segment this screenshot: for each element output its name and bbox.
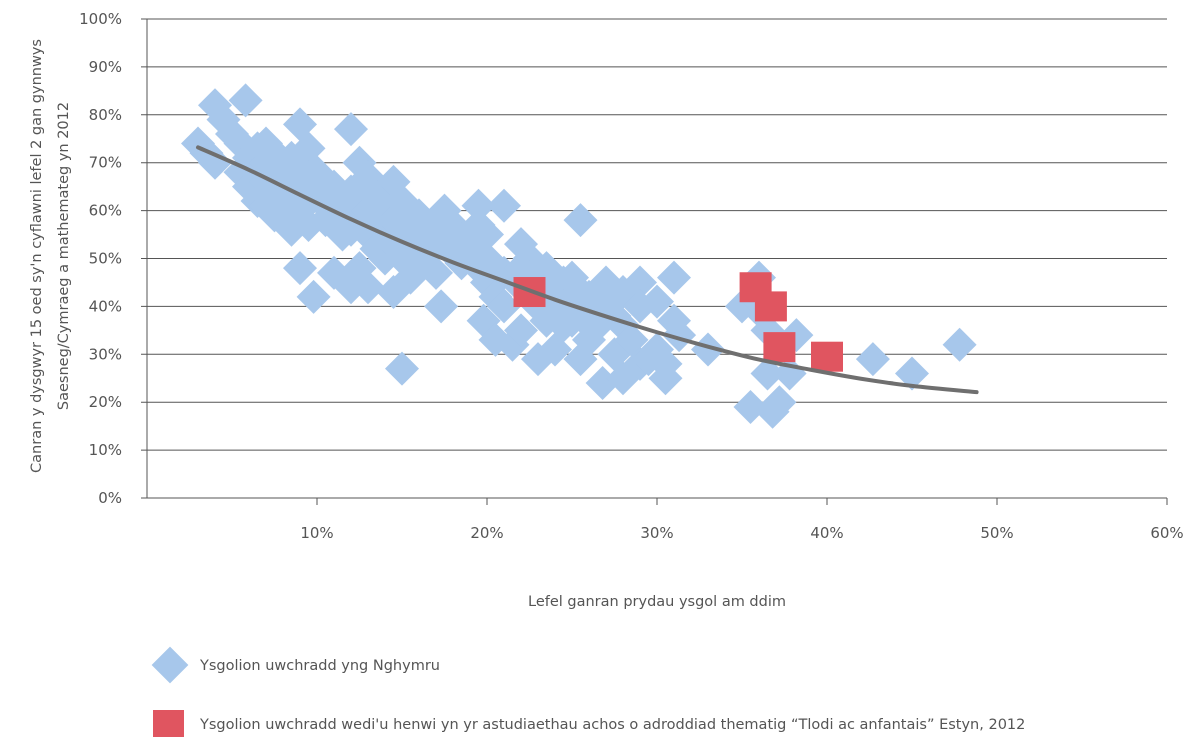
data-point-diamond bbox=[296, 279, 331, 314]
data-point-diamond bbox=[461, 188, 496, 223]
data-point-diamond bbox=[228, 83, 263, 118]
x-tick-label: 60% bbox=[1150, 524, 1183, 542]
y-tick-label: 70% bbox=[89, 154, 122, 172]
legend-label-case-study-schools: Ysgolion uwchradd wedi'u henwi yn yr ast… bbox=[199, 717, 1025, 733]
data-point-diamond bbox=[662, 318, 697, 353]
x-tick-label: 40% bbox=[810, 524, 843, 542]
y-tick-label: 50% bbox=[89, 250, 122, 268]
data-point-diamond bbox=[351, 270, 385, 305]
data-point-diamond bbox=[385, 351, 419, 386]
data-point-square bbox=[763, 332, 796, 363]
data-point-diamond bbox=[648, 361, 683, 396]
y-tick-labels: 0% 10% 20% 30% 40% 50% 60% 70% 80% 90% 100% bbox=[79, 10, 122, 507]
legend-diamond-marker bbox=[151, 646, 189, 684]
x-tick-labels: 10% 20% 30% 40% 50% 60% bbox=[300, 524, 1183, 542]
legend-label-wales-schools: Ysgolion uwchradd yng Nghymru bbox=[199, 658, 440, 674]
data-point-diamond bbox=[895, 356, 929, 391]
series-secondary-schools-wales bbox=[181, 83, 977, 429]
trendline-curve bbox=[196, 145, 979, 395]
y-tick-label: 30% bbox=[89, 345, 122, 363]
y-axis-title-line-1: Canran y dysgwyr 15 oed sy'n cyflawni le… bbox=[29, 39, 45, 473]
y-tick-label: 90% bbox=[89, 58, 122, 76]
y-tick-label: 0% bbox=[98, 489, 122, 507]
x-tick-label: 20% bbox=[470, 524, 503, 542]
data-point-diamond bbox=[623, 265, 657, 300]
data-point-diamond bbox=[198, 145, 232, 180]
y-tick-label: 60% bbox=[89, 202, 122, 220]
data-point-diamond bbox=[762, 385, 797, 420]
y-tick-label: 100% bbox=[79, 10, 122, 28]
axes bbox=[146, 19, 1168, 505]
legend: Ysgolion uwchradd yng Nghymru Ysgolion u… bbox=[151, 646, 1025, 737]
data-point-diamond bbox=[640, 284, 674, 319]
data-point-diamond bbox=[283, 251, 317, 286]
x-tick-label: 10% bbox=[300, 524, 333, 542]
data-point-diamond bbox=[504, 313, 538, 348]
data-point-diamond bbox=[487, 188, 521, 223]
y-tick-label: 20% bbox=[89, 393, 122, 411]
data-point-diamond bbox=[942, 327, 977, 362]
data-point-diamond bbox=[283, 107, 317, 142]
y-tick-label: 80% bbox=[89, 106, 122, 124]
data-point-diamond bbox=[334, 112, 368, 147]
x-axis-title: Lefel ganran prydau ysgol am ddim bbox=[528, 594, 786, 610]
data-point-diamond bbox=[657, 260, 691, 295]
data-point-square bbox=[811, 341, 843, 372]
data-point-diamond bbox=[419, 255, 453, 290]
data-point-diamond bbox=[470, 217, 504, 252]
data-point-diamond bbox=[424, 289, 459, 324]
data-point-diamond bbox=[563, 203, 598, 238]
data-point-diamond bbox=[733, 389, 768, 424]
data-point-diamond bbox=[691, 332, 725, 367]
series-case-study-schools bbox=[513, 272, 843, 372]
y-tick-label: 40% bbox=[89, 297, 122, 315]
x-tick-label: 30% bbox=[640, 524, 673, 542]
legend-square-marker bbox=[153, 710, 184, 737]
y-tick-label: 10% bbox=[89, 441, 122, 459]
y-axis-title-line-2: Saesneg/Cymraeg a mathemateg yn 2012 bbox=[56, 102, 72, 410]
data-point-diamond bbox=[487, 289, 521, 324]
x-tick-label: 50% bbox=[980, 524, 1013, 542]
trendline bbox=[196, 145, 979, 395]
data-point-diamond bbox=[855, 342, 890, 377]
data-point-square bbox=[754, 291, 787, 322]
